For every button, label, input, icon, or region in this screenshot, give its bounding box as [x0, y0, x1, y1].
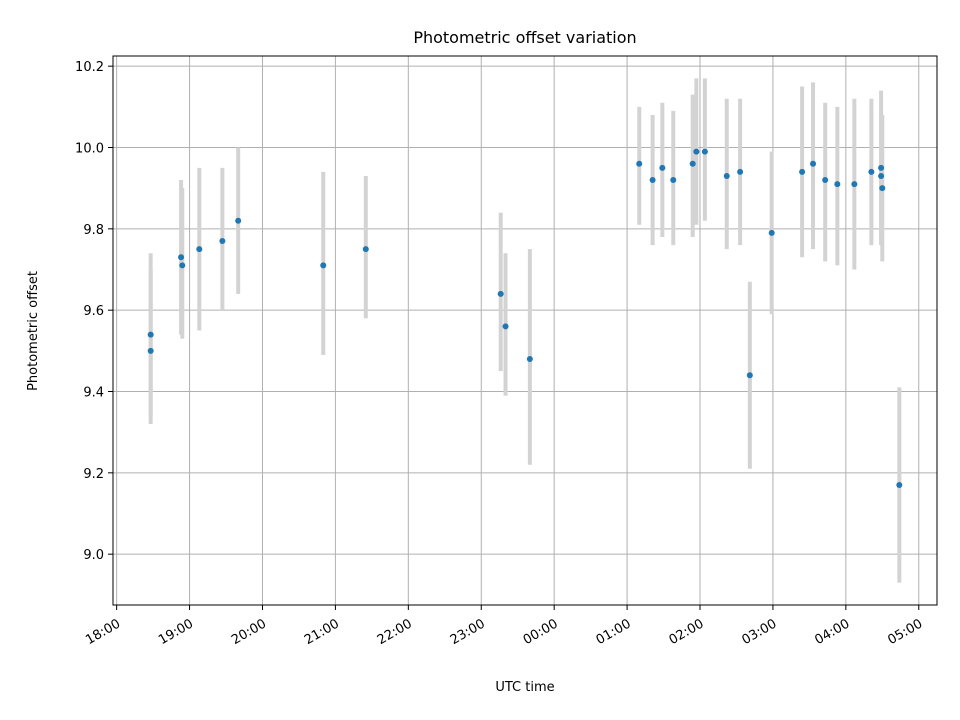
data-point	[659, 164, 666, 171]
data-point	[868, 168, 875, 175]
plot-area-frame	[112, 55, 938, 606]
data-point	[810, 160, 817, 167]
data-point	[196, 246, 203, 253]
x-tick-label: 00:00	[521, 616, 561, 648]
data-point	[834, 181, 841, 188]
data-point	[670, 177, 677, 184]
y-tick-label: 10.0	[75, 142, 104, 157]
y-tick-label: 9.4	[83, 386, 104, 401]
data-point	[362, 246, 369, 253]
data-point	[768, 229, 775, 236]
y-tick-label: 9.8	[83, 223, 104, 238]
data-point	[822, 177, 829, 184]
x-tick-label: 18:00	[83, 616, 123, 648]
data-point	[896, 482, 903, 489]
data-point	[737, 168, 744, 175]
x-tick-label: 05:00	[885, 616, 925, 648]
data-point	[701, 148, 708, 155]
data-point	[178, 254, 185, 261]
data-point	[502, 323, 509, 330]
y-axis-ticks: 9.0 9.2 9.4 9.6 9.8 10.0 10.2	[75, 60, 113, 563]
x-tick-label: 19:00	[156, 616, 196, 648]
data-point	[649, 177, 656, 184]
x-tick-label: 02:00	[667, 616, 707, 648]
data-point	[147, 331, 154, 338]
y-tick-label: 9.0	[83, 548, 104, 563]
data-point	[851, 181, 858, 188]
data-point	[693, 148, 700, 155]
x-axis-label: UTC time	[495, 680, 554, 695]
y-tick-label: 10.2	[75, 60, 104, 75]
x-tick-label: 21:00	[302, 616, 342, 648]
y-axis-label: Photometric offset	[26, 271, 41, 391]
data-point	[320, 262, 327, 269]
data-point	[235, 217, 242, 224]
data-point	[799, 168, 806, 175]
x-tick-label: 04:00	[812, 616, 852, 648]
x-tick-label: 22:00	[375, 616, 415, 648]
x-tick-label: 20:00	[229, 616, 269, 648]
data-point	[689, 160, 696, 167]
x-tick-label: 03:00	[740, 616, 780, 648]
data-point	[879, 185, 886, 192]
data-point	[723, 172, 730, 179]
data-point	[497, 290, 504, 297]
data-point	[179, 262, 186, 269]
data-point	[878, 164, 885, 171]
y-tick-label: 9.2	[83, 467, 104, 482]
data-point	[147, 347, 154, 354]
data-point	[526, 355, 533, 362]
grid	[113, 56, 937, 605]
x-tick-label: 01:00	[594, 616, 634, 648]
y-tick-label: 9.6	[83, 304, 104, 319]
data-point	[219, 238, 226, 245]
x-axis-ticks: 18:00 19:00 20:00 21:00 22:00 23:00 00:00 01:00…	[83, 605, 925, 648]
data-point	[746, 372, 753, 379]
chart-title: Photometric offset variation	[413, 28, 636, 47]
data-point	[878, 172, 885, 179]
x-tick-label: 23:00	[448, 616, 488, 648]
data-point	[636, 160, 643, 167]
data-points	[147, 148, 903, 489]
